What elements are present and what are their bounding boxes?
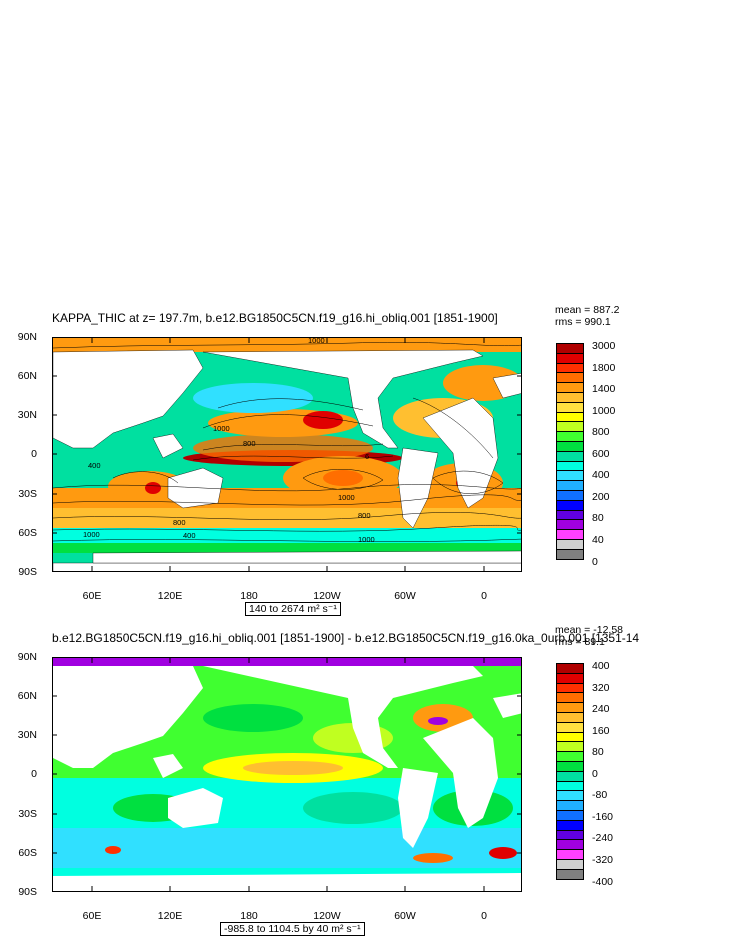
mean-stat: mean = -12.58 (555, 624, 624, 636)
svg-text:800: 800 (358, 511, 371, 520)
colorbar-label: 0 (592, 555, 598, 568)
mean-stat: mean = 887.2 (555, 304, 620, 316)
lon-label: 0 (481, 910, 487, 922)
difference-panel: b.e12.BG1850C5CN.f19_g16.hi_obliq.001 [1… (0, 620, 733, 940)
svg-text:1000: 1000 (83, 530, 100, 539)
lon-label: 120E (157, 910, 183, 922)
colorbar-label: 400 (592, 469, 610, 482)
lat-label: 60N (17, 370, 37, 382)
colorbar (556, 663, 584, 880)
colorbar-label: 200 (592, 490, 610, 503)
lat-label: 30S (18, 488, 37, 500)
svg-text:1000: 1000 (213, 424, 230, 433)
lon-label: 60E (82, 590, 102, 602)
colorbar-label: -240 (592, 832, 614, 845)
stats-box: mean = -12.58 rms = 89.1 (555, 624, 623, 648)
lat-label: 30S (18, 808, 37, 820)
svg-text:6: 6 (365, 452, 369, 461)
svg-text:800: 800 (173, 518, 186, 527)
colorbar-label: 40 (592, 534, 604, 547)
colorbar-label: -400 (592, 875, 614, 888)
lat-label: 90S (18, 886, 37, 898)
latitude-labels: 90N 60N 30N 0 30S 60S 90S (0, 651, 37, 898)
colorbar-label: 1800 (592, 361, 616, 374)
lat-label: 90S (18, 566, 37, 578)
colorbar-label: -160 (592, 810, 614, 823)
colorbar-label: 80 (592, 746, 604, 759)
svg-text:400: 400 (88, 461, 101, 470)
latitude-labels: 90N 60N 30N 0 30S 60S 90S (0, 331, 37, 578)
lat-label: 0 (31, 448, 37, 460)
colorbar-cell (556, 548, 584, 560)
svg-text:1000: 1000 (338, 493, 355, 502)
colorbar-label: 800 (592, 426, 610, 439)
colorbar-label: 160 (592, 724, 610, 737)
lat-label: 30N (17, 409, 37, 421)
svg-text:1000: 1000 (358, 535, 375, 544)
colorbar-label: -320 (592, 854, 614, 867)
kappa-thic-panel: KAPPA_THIC at z= 197.7m, b.e12.BG1850C5C… (0, 300, 733, 620)
panel-title: KAPPA_THIC at z= 197.7m, b.e12.BG1850C5C… (52, 311, 498, 325)
kappa-map: 1000 400 1000 800 1000 800 800 1000 1000… (52, 337, 522, 572)
colorbar-cell (556, 868, 584, 880)
svg-text:800: 800 (243, 439, 256, 448)
kappa-map-svg: 1000 400 1000 800 1000 800 800 1000 1000… (53, 338, 521, 571)
lat-label: 90N (17, 331, 37, 343)
lon-label: 120W (313, 590, 341, 602)
range-label: -985.8 to 1104.5 by 40 m² s⁻¹ (220, 922, 365, 936)
lon-label: 60E (82, 910, 102, 922)
colorbar-label: 240 (592, 703, 610, 716)
colorbar-label: 1000 (592, 404, 616, 417)
longitude-labels: 60E 120E 180 120W 60W 0 (52, 910, 522, 924)
colorbar-label: 0 (592, 767, 598, 780)
svg-text:1000: 1000 (308, 338, 325, 345)
rms-stat: rms = 990.1 (555, 316, 611, 328)
colorbar-label: -80 (592, 789, 608, 802)
lat-label: 90N (17, 651, 37, 663)
lat-label: 0 (31, 768, 37, 780)
colorbar-label: 1400 (592, 383, 616, 396)
lon-label: 0 (481, 590, 487, 602)
lat-label: 60S (18, 847, 37, 859)
colorbar-label: 80 (592, 512, 604, 525)
lon-label: 60W (394, 910, 416, 922)
lon-label: 180 (240, 910, 258, 922)
lon-label: 120E (157, 590, 183, 602)
lon-label: 120W (313, 910, 341, 922)
lat-label: 30N (17, 729, 37, 741)
difference-map-svg (53, 658, 521, 891)
lon-label: 60W (394, 590, 416, 602)
lon-label: 180 (240, 590, 258, 602)
lat-label: 60N (17, 690, 37, 702)
lat-label: 60S (18, 527, 37, 539)
stats-box: mean = 887.2 rms = 990.1 (555, 304, 620, 328)
panel-title: b.e12.BG1850C5CN.f19_g16.hi_obliq.001 [1… (52, 631, 640, 645)
rms-stat: rms = 89.1 (555, 636, 605, 648)
colorbar-label: 400 (592, 660, 610, 672)
colorbar (556, 343, 584, 560)
longitude-labels: 60E 120E 180 120W 60W 0 (52, 590, 522, 604)
colorbar-label: 600 (592, 447, 610, 460)
colorbar-label: 320 (592, 681, 610, 694)
colorbar-label: 3000 (592, 340, 616, 352)
range-label: 140 to 2674 m² s⁻¹ (245, 602, 341, 616)
difference-map (52, 657, 522, 892)
svg-text:400: 400 (183, 531, 196, 540)
